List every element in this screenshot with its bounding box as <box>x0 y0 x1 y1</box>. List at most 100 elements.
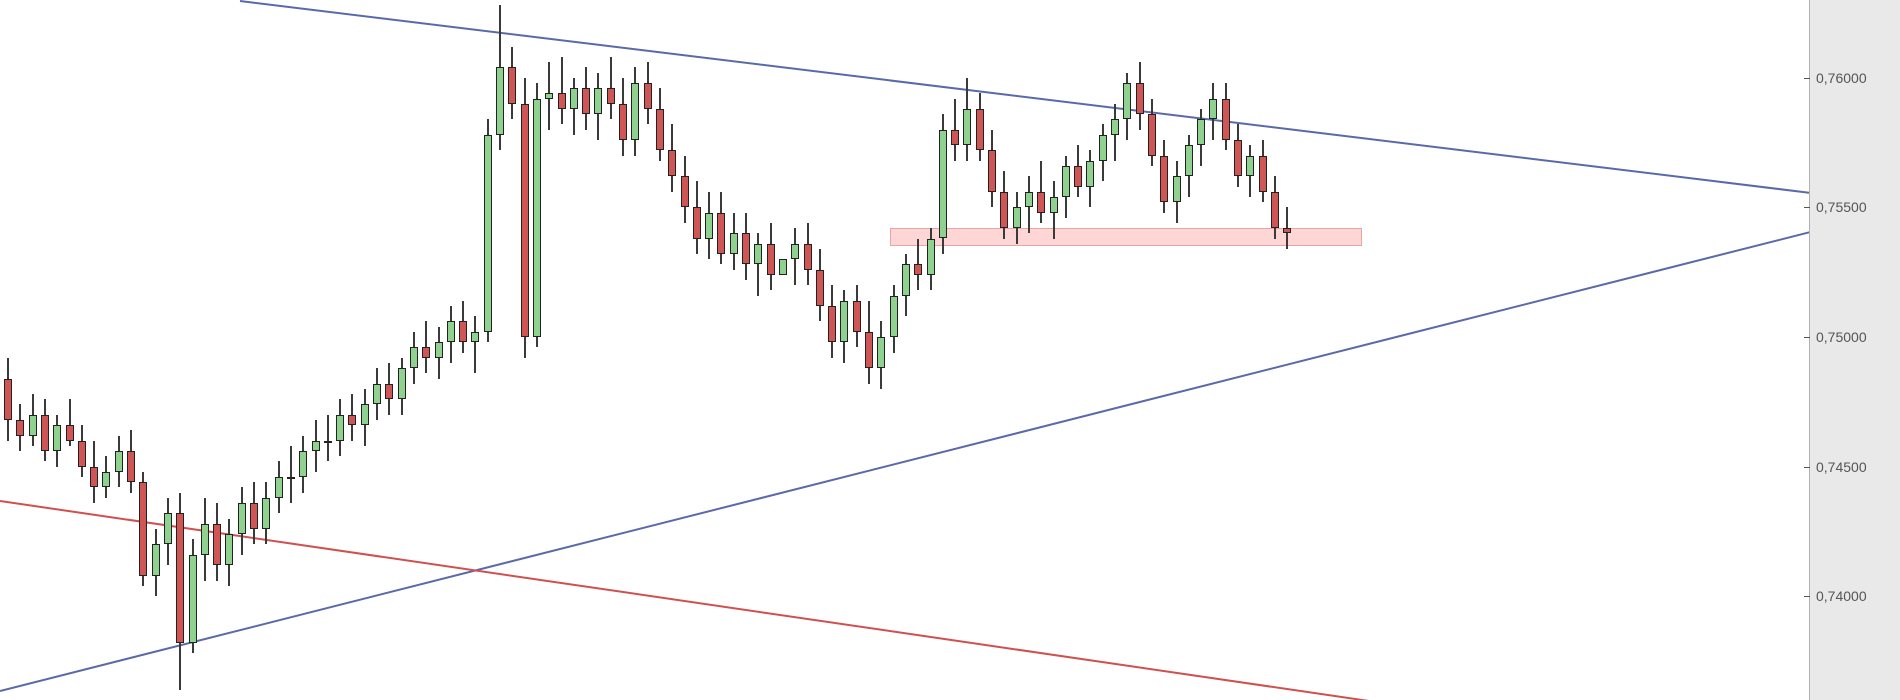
candle[interactable] <box>890 285 898 352</box>
candle[interactable] <box>533 83 541 347</box>
candle[interactable] <box>816 249 824 322</box>
candle[interactable] <box>459 301 467 353</box>
candle[interactable] <box>373 368 381 420</box>
candle[interactable] <box>1013 192 1021 244</box>
candle[interactable] <box>717 192 725 265</box>
candle[interactable] <box>656 88 664 161</box>
candle[interactable] <box>570 78 578 135</box>
candle[interactable] <box>508 47 516 120</box>
candle[interactable] <box>644 62 652 124</box>
candle[interactable] <box>1160 140 1168 213</box>
candle[interactable] <box>693 181 701 254</box>
candle[interactable] <box>66 399 74 446</box>
candle[interactable] <box>312 420 320 472</box>
candle[interactable] <box>385 363 393 415</box>
candle[interactable] <box>730 213 738 270</box>
candle[interactable] <box>742 213 750 280</box>
candle[interactable] <box>496 5 504 150</box>
candle[interactable] <box>988 130 996 208</box>
candle[interactable] <box>668 124 676 191</box>
candle[interactable] <box>1025 176 1033 233</box>
candle[interactable] <box>804 223 812 285</box>
candle[interactable] <box>189 539 197 653</box>
candle[interactable] <box>1246 145 1254 197</box>
candle[interactable] <box>1086 150 1094 207</box>
candle[interactable] <box>78 425 86 477</box>
candle[interactable] <box>927 228 935 290</box>
candle[interactable] <box>250 482 258 544</box>
candle[interactable] <box>877 321 885 388</box>
candle[interactable] <box>902 254 910 316</box>
candle[interactable] <box>1173 161 1181 223</box>
candle[interactable] <box>1099 124 1107 181</box>
candle[interactable] <box>1234 124 1242 186</box>
candle[interactable] <box>594 73 602 140</box>
candle[interactable] <box>545 62 553 129</box>
candle[interactable] <box>275 461 283 513</box>
candle[interactable] <box>791 228 799 285</box>
candle[interactable] <box>435 327 443 379</box>
candle[interactable] <box>201 498 209 581</box>
candle[interactable] <box>754 233 762 295</box>
candle[interactable] <box>484 119 492 342</box>
candle[interactable] <box>828 285 836 358</box>
candle[interactable] <box>1259 140 1267 202</box>
candle[interactable] <box>558 57 566 124</box>
candle[interactable] <box>1185 135 1193 197</box>
candle[interactable] <box>582 67 590 129</box>
candle[interactable] <box>1062 156 1070 218</box>
candle[interactable] <box>963 78 971 161</box>
candle[interactable] <box>1271 176 1279 238</box>
candle[interactable] <box>976 93 984 160</box>
candle[interactable] <box>705 192 713 259</box>
candle[interactable] <box>447 306 455 363</box>
candle[interactable] <box>767 223 775 290</box>
candle[interactable] <box>262 482 270 544</box>
candle[interactable] <box>1148 99 1156 166</box>
candle[interactable] <box>102 456 110 497</box>
candle[interactable] <box>471 316 479 373</box>
candle[interactable] <box>225 519 233 586</box>
candle[interactable] <box>865 301 873 384</box>
candle[interactable] <box>336 399 344 456</box>
candle[interactable] <box>422 321 430 373</box>
candle[interactable] <box>939 114 947 254</box>
candle[interactable] <box>361 389 369 446</box>
candle[interactable] <box>914 239 922 291</box>
candle[interactable] <box>348 394 356 441</box>
candle[interactable] <box>16 404 24 451</box>
candle[interactable] <box>53 415 61 467</box>
candle[interactable] <box>29 394 37 446</box>
candle[interactable] <box>521 78 529 358</box>
candle[interactable] <box>607 57 615 119</box>
candle[interactable] <box>1050 181 1058 238</box>
candle[interactable] <box>1111 104 1119 161</box>
candle[interactable] <box>1000 171 1008 238</box>
candle[interactable] <box>619 78 627 156</box>
candle[interactable] <box>1074 145 1082 197</box>
candle[interactable] <box>324 415 332 462</box>
candle[interactable] <box>1136 62 1144 129</box>
candle[interactable] <box>681 156 689 223</box>
candle[interactable] <box>840 290 848 363</box>
candle[interactable] <box>41 399 49 461</box>
candle[interactable] <box>90 441 98 503</box>
candle[interactable] <box>398 358 406 415</box>
trendline-red-resistance[interactable] <box>0 500 1810 700</box>
candle[interactable] <box>631 67 639 155</box>
candle[interactable] <box>115 436 123 488</box>
candle[interactable] <box>152 529 160 596</box>
candle[interactable] <box>951 99 959 161</box>
candle[interactable] <box>139 472 147 586</box>
candle[interactable] <box>164 498 172 565</box>
candle[interactable] <box>1123 73 1131 140</box>
candle[interactable] <box>213 503 221 581</box>
candle[interactable] <box>1197 109 1205 166</box>
trendline-upper-wedge[interactable] <box>240 0 1810 194</box>
candle[interactable] <box>176 493 184 690</box>
candle[interactable] <box>853 285 861 347</box>
candle[interactable] <box>1283 207 1291 248</box>
support-zone[interactable] <box>890 228 1362 246</box>
candle[interactable] <box>1037 161 1045 223</box>
candle[interactable] <box>299 436 307 493</box>
